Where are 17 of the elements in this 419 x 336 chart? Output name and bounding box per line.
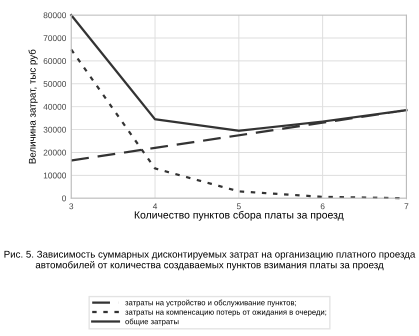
text: Рис. 5. Зависимость суммарных дисконтируемых затрат на организацию платного проезда автомобилей от количества создаваемых пунктов взимания платы за проезд — [4, 250, 416, 270]
x-tick-label: 3 — [69, 203, 74, 210]
x-tick-label: 4 — [152, 203, 158, 210]
y-axis-title: Величина затрат, тыс руб — [28, 50, 38, 164]
y-tick-label: 20000 — [44, 150, 66, 156]
y-tick-label: 40000 — [43, 104, 66, 110]
y-tick-label: 80000 — [44, 12, 66, 18]
y-tick-label: 60000 — [44, 58, 66, 64]
x-axis-title: Количество пунктов сбора платы за проезд — [134, 210, 344, 221]
y-tick-label: 0 — [62, 195, 66, 202]
x-tick-label: 7 — [404, 203, 408, 210]
y-tick-label: 70000 — [44, 35, 66, 42]
x-tick-label: 5 — [236, 203, 241, 210]
y-tick-label: 50000 — [44, 80, 66, 87]
y-tick-label: 30000 — [44, 126, 66, 133]
x-tick-label: 6 — [320, 203, 325, 210]
y-tick-label: 10000 — [44, 172, 66, 178]
